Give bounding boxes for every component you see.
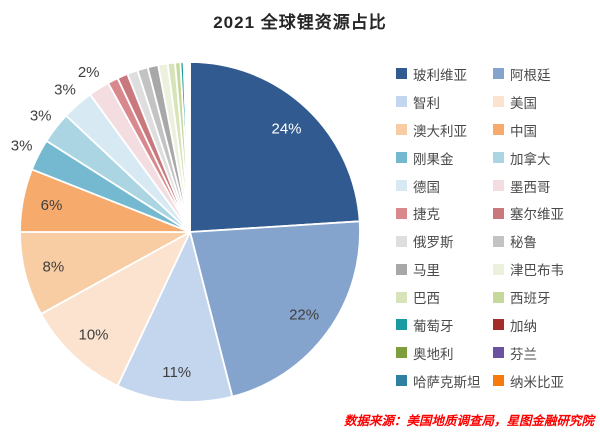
legend-item-18: 葡萄牙	[396, 311, 493, 339]
legend-item-label: 中国	[510, 123, 537, 139]
legend-item-label: 智利	[413, 95, 440, 111]
legend-swatch-icon	[493, 180, 504, 191]
pie-slice-label: 3%	[54, 82, 76, 99]
legend-swatch-icon	[396, 263, 407, 275]
legend-item-6: 刚果金	[396, 144, 493, 172]
legend-item-12: 俄罗斯	[396, 227, 493, 255]
legend-item-label: 加纳	[510, 318, 537, 334]
pie-slice-label: 3%	[30, 108, 52, 125]
legend-item-21: 芬兰	[493, 339, 598, 367]
pie-slice-label: 6%	[41, 197, 63, 214]
legend-item-label: 哈萨克斯坦	[413, 374, 481, 390]
legend-swatch-icon	[396, 124, 407, 136]
legend-item-8: 德国	[396, 172, 493, 200]
legend-item-1: 阿根廷	[493, 60, 598, 88]
legend-item-3: 美国	[493, 88, 598, 116]
legend-item-4: 澳大利亚	[396, 116, 493, 144]
legend-item-19: 加纳	[493, 311, 598, 339]
legend-swatch-icon	[493, 319, 504, 331]
legend-item-label: 墨西哥	[510, 179, 551, 195]
legend-item-label: 马里	[413, 263, 440, 279]
pie-slice-3	[40, 231, 191, 387]
legend-swatch-icon	[396, 68, 407, 80]
legend-item-label: 芬兰	[510, 346, 537, 362]
legend-swatch-icon	[396, 207, 407, 219]
legend-swatch-icon	[396, 96, 407, 108]
legend-item-label: 捷克	[413, 207, 440, 223]
legend-item-label: 西班牙	[510, 291, 551, 307]
chart-title: 2021 全球锂资源占比	[213, 13, 387, 32]
legend-item-20: 奥地利	[396, 339, 493, 367]
legend-item-9: 墨西哥	[493, 172, 598, 200]
legend-swatch-icon	[493, 96, 504, 108]
legend-swatch-icon	[493, 207, 504, 219]
legend-swatch-icon	[493, 124, 504, 136]
legend-item-22: 哈萨克斯坦	[396, 367, 493, 395]
legend-item-17: 西班牙	[493, 283, 598, 311]
legend-swatch-icon	[396, 375, 407, 387]
legend-swatch-icon	[396, 347, 407, 359]
pie-slice-0	[189, 61, 361, 233]
legend-item-label: 阿根廷	[510, 67, 551, 83]
legend-swatch-icon	[396, 291, 407, 303]
legend-item-15: 津巴布韦	[493, 255, 598, 283]
pie-slice-label: 3%	[11, 138, 33, 155]
legend-item-2: 智利	[396, 88, 493, 116]
legend-swatch-icon	[493, 263, 504, 275]
legend-item-11: 塞尔维亚	[493, 199, 598, 227]
legend-item-10: 捷克	[396, 199, 493, 227]
legend: 玻利维亚 阿根廷智利 美国澳大利亚 中国刚果金 加拿大德国 墨西哥捷克 塞尔维亚俄罗斯 秘鲁马…	[396, 60, 598, 395]
legend-item-label: 奥地利	[413, 346, 454, 362]
pie-slice-2	[116, 231, 234, 403]
legend-item-label: 秘鲁	[510, 235, 537, 251]
legend-item-label: 俄罗斯	[413, 235, 454, 251]
legend-item-label: 津巴布韦	[510, 263, 564, 279]
legend-item-label: 加拿大	[510, 151, 551, 167]
legend-swatch-icon	[396, 152, 407, 164]
legend-swatch-icon	[396, 319, 407, 331]
legend-item-13: 秘鲁	[493, 227, 598, 255]
pie-chart: 24%22%11%10%8%6%3%3%3%2%	[11, 61, 361, 403]
legend-item-label: 玻利维亚	[413, 67, 467, 83]
legend-swatch-icon	[493, 152, 504, 164]
legend-item-label: 澳大利亚	[413, 123, 467, 139]
legend-item-label: 美国	[510, 95, 537, 111]
pie-slice-label: 10%	[78, 326, 108, 343]
legend-item-label: 刚果金	[413, 151, 454, 167]
legend-item-5: 中国	[493, 116, 598, 144]
pie-slice-23	[188, 61, 191, 233]
legend-item-14: 马里	[396, 255, 493, 283]
legend-item-16: 巴西	[396, 283, 493, 311]
legend-swatch-icon	[493, 68, 504, 80]
legend-item-23: 纳米比亚	[493, 367, 598, 395]
legend-item-7: 加拿大	[493, 144, 598, 172]
pie-slice-label: 11%	[162, 364, 191, 381]
legend-item-label: 德国	[413, 179, 440, 195]
legend-item-0: 玻利维亚	[396, 60, 493, 88]
legend-swatch-icon	[493, 375, 504, 387]
source-note: 数据来源：美国地质调查局，星图金融研究院	[343, 414, 594, 428]
legend-swatch-icon	[493, 347, 504, 359]
pie-slice-label: 8%	[43, 259, 65, 276]
legend-swatch-icon	[396, 180, 407, 191]
pie-slice-1	[189, 220, 361, 398]
legend-item-label: 葡萄牙	[413, 318, 454, 334]
legend-item-label: 塞尔维亚	[510, 207, 564, 223]
legend-item-label: 巴西	[413, 291, 440, 307]
legend-swatch-icon	[396, 235, 407, 247]
legend-swatch-icon	[493, 235, 504, 247]
legend-item-label: 纳米比亚	[510, 374, 564, 390]
pie-slice-label: 2%	[78, 64, 100, 81]
pie-slice-label: 22%	[289, 306, 319, 323]
legend-swatch-icon	[493, 291, 504, 303]
pie-slice-label: 24%	[271, 121, 301, 138]
